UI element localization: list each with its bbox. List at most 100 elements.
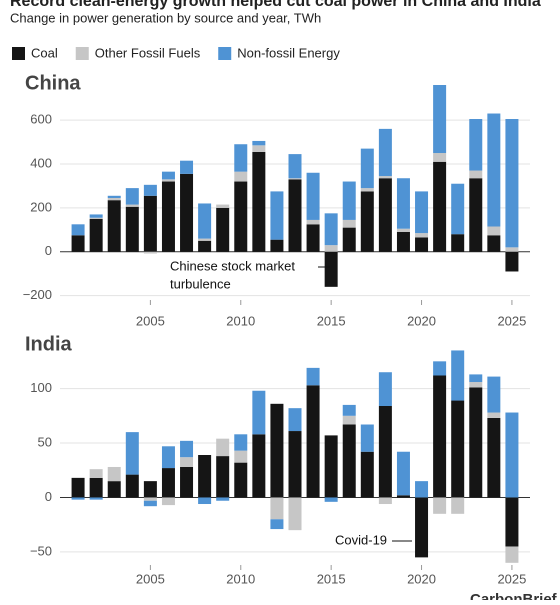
bar-segment	[505, 119, 519, 248]
bar-segment	[125, 432, 139, 475]
bar-segment	[180, 440, 194, 458]
legend-swatch	[75, 47, 89, 60]
bar-segment	[89, 214, 103, 218]
bar-segment	[234, 434, 248, 451]
bar-segment	[342, 404, 356, 416]
bar-segment	[288, 408, 302, 432]
y-tick-label: 200	[30, 199, 52, 214]
bar-segment	[378, 497, 392, 505]
bar-segment	[234, 462, 248, 498]
bar-segment	[180, 457, 194, 467]
bar-segment	[360, 451, 374, 498]
bar-segment	[487, 376, 501, 413]
bar-segment	[198, 240, 212, 252]
bar-segment	[360, 424, 374, 452]
bar-segment	[288, 497, 302, 531]
bar-segment	[252, 390, 266, 435]
bar-segment	[161, 497, 175, 506]
bar-segment	[306, 224, 320, 252]
x-tick-label: 2025	[497, 313, 526, 328]
bar-segment	[505, 546, 519, 563]
x-tick-label: 2020	[407, 571, 436, 586]
bar-segment	[433, 161, 447, 252]
bar-segment	[180, 173, 194, 252]
bar-segment	[469, 170, 483, 179]
legend-label: Coal	[31, 45, 58, 60]
x-tick-label: 2005	[136, 313, 165, 328]
bar-segment	[216, 438, 230, 457]
bar-segment	[216, 207, 230, 252]
bar-segment	[378, 405, 392, 498]
bar-segment	[252, 151, 266, 252]
bar-segment	[487, 235, 501, 252]
panel-title: India	[25, 333, 73, 355]
bar-segment	[360, 191, 374, 252]
bar-segment	[252, 140, 266, 146]
bar-segment	[125, 188, 139, 205]
y-tick-label: 0	[45, 243, 52, 258]
bar-segment	[324, 213, 338, 246]
source-logo: CarbonBrief	[470, 591, 558, 600]
bar-segment	[252, 434, 266, 498]
y-tick-label: 50	[38, 434, 52, 449]
bar-segment	[505, 497, 519, 547]
x-tick-label: 2010	[226, 571, 255, 586]
bar-segment	[71, 235, 85, 252]
bar-segment	[107, 200, 121, 252]
bar-segment	[89, 469, 103, 478]
x-tick-label: 2020	[407, 313, 436, 328]
bar-segment	[125, 204, 139, 207]
bar-segment	[234, 171, 248, 182]
y-tick-label: 0	[45, 489, 52, 504]
bar-segment	[324, 251, 338, 287]
bar-segment	[198, 497, 212, 505]
bar-segment	[360, 188, 374, 192]
bar-segment	[234, 144, 248, 172]
bar-segment	[469, 119, 483, 171]
bar-segment	[378, 178, 392, 252]
bar-segment	[415, 233, 429, 238]
bar-segment	[71, 224, 85, 236]
bar-segment	[143, 195, 157, 252]
bar-segment	[198, 455, 212, 498]
bar-segment	[143, 500, 157, 507]
bar-segment	[342, 219, 356, 228]
bar-segment	[505, 412, 519, 498]
bar-segment	[451, 497, 465, 514]
bar-segment	[143, 251, 157, 254]
legend-label: Non-fossil Energy	[237, 45, 340, 60]
bar-segment	[469, 178, 483, 252]
bar-segment	[288, 154, 302, 179]
bar-segment	[71, 497, 85, 500]
bar-segment	[487, 226, 501, 236]
bar-segment	[216, 497, 230, 501]
bar-segment	[89, 217, 103, 219]
bar-segment	[415, 481, 429, 498]
bar-segment	[288, 431, 302, 498]
x-tick-label: 2010	[226, 313, 255, 328]
bar-segment	[396, 231, 410, 252]
bar-segment	[180, 160, 194, 174]
bar-segment	[469, 387, 483, 498]
bar-segment	[71, 477, 85, 498]
bar-segment	[89, 218, 103, 252]
annotation: Chinese stock market	[170, 258, 295, 273]
bar-segment	[451, 183, 465, 235]
bar-segment	[270, 519, 284, 530]
bar-segment	[180, 466, 194, 498]
bar-segment	[469, 374, 483, 383]
bar-segment	[378, 176, 392, 179]
bar-segment	[433, 361, 447, 376]
bar-segment	[161, 181, 175, 252]
bar-segment	[487, 412, 501, 418]
legend-swatch	[218, 47, 232, 60]
bar-segment	[396, 451, 410, 496]
bar-segment	[270, 403, 284, 498]
y-tick-label: 600	[30, 112, 52, 127]
x-tick-label: 2005	[136, 571, 165, 586]
bar-segment	[234, 450, 248, 463]
bar-segment	[216, 456, 230, 498]
bar-segment	[107, 481, 121, 498]
